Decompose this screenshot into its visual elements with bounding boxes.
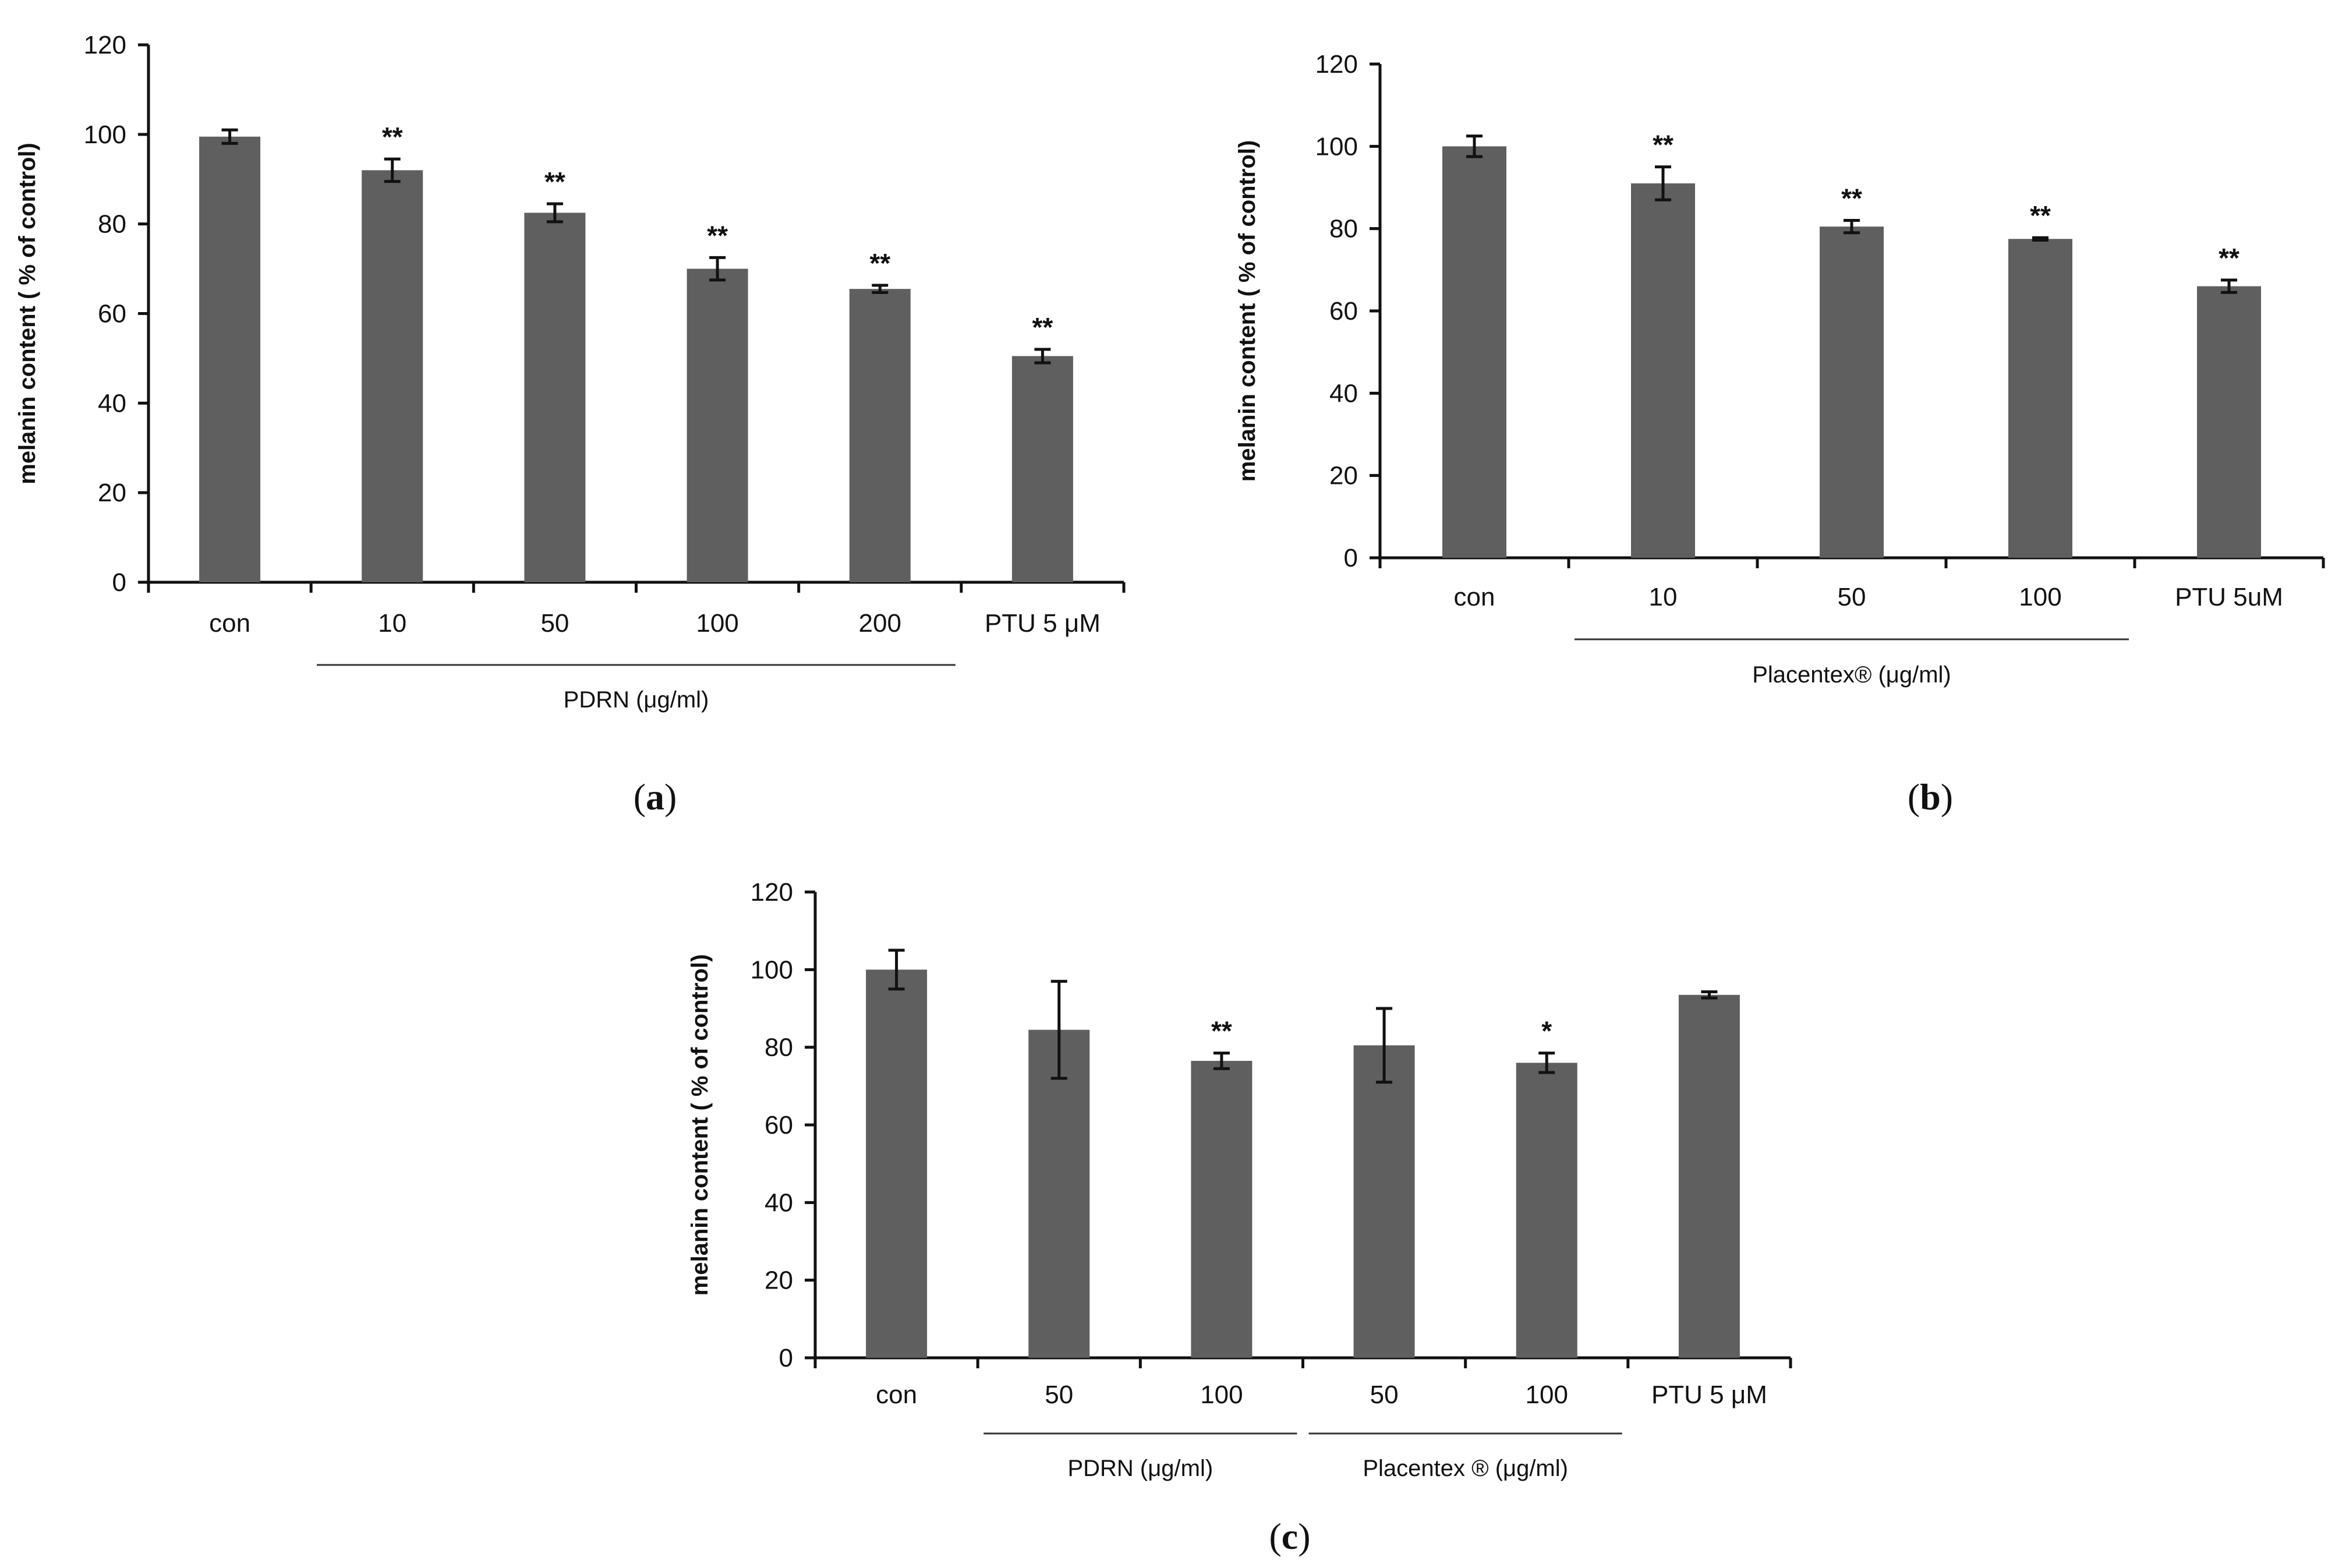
panel-letter: b <box>1920 776 1941 817</box>
x-category-label: 10 <box>1649 583 1678 611</box>
x-category-label: 200 <box>859 609 901 638</box>
y-tick-label: 60 <box>98 300 126 328</box>
significance-marker: ** <box>2030 200 2051 231</box>
y-tick-label: 0 <box>1344 544 1358 572</box>
significance-marker: ** <box>1211 1016 1232 1046</box>
panel-label: (c) <box>1269 1516 1310 1557</box>
bar <box>866 969 928 1358</box>
panel-label: (a) <box>634 776 677 817</box>
significance-marker: ** <box>382 122 403 152</box>
x-category-label: PTU 5 μM <box>985 609 1101 638</box>
bar <box>849 289 911 582</box>
x-category-label: con <box>1454 583 1495 611</box>
chart-panel-b: 0 20 40 60 80 100 120 melanin content ( % of co… <box>1234 50 2325 817</box>
significance-marker: ** <box>1032 312 1053 342</box>
group-label: PDRN (μg/ml) <box>564 687 709 713</box>
significance-marker: ** <box>707 220 728 250</box>
y-tick-label: 100 <box>751 955 793 984</box>
chart-panel-c: 0 20 40 60 80 100 120 melanin content ( % of co… <box>687 878 1792 1557</box>
bar <box>1353 1045 1415 1358</box>
bar <box>1028 1029 1090 1358</box>
group-label: PDRN (μg/ml) <box>1067 1456 1213 1481</box>
y-tick-label: 0 <box>779 1344 793 1372</box>
bar <box>362 170 423 582</box>
bar <box>199 136 261 582</box>
y-axis-label: melanin content ( % of control) <box>15 143 40 484</box>
y-tick-label: 120 <box>84 31 126 59</box>
bar <box>2197 286 2261 558</box>
bar <box>524 213 586 582</box>
x-category-label: 100 <box>1200 1381 1243 1409</box>
significance-marker: ** <box>2219 243 2239 273</box>
x-category-label: con <box>876 1381 917 1409</box>
y-tick-label: 100 <box>1315 132 1358 161</box>
bar <box>687 268 748 582</box>
bar <box>1820 226 1884 558</box>
bar <box>1516 1063 1577 1358</box>
significance-marker: ** <box>869 248 890 278</box>
y-tick-label: 80 <box>98 210 126 239</box>
y-tick-label: 0 <box>112 568 126 597</box>
x-category-label: con <box>209 609 250 638</box>
y-tick-label: 40 <box>1329 379 1358 408</box>
panel-label: (b) <box>1908 776 1953 817</box>
significance-marker: * <box>1541 1016 1552 1046</box>
y-tick-label: 20 <box>765 1266 793 1295</box>
x-category-label: 50 <box>1370 1381 1399 1409</box>
y-tick-label: 20 <box>1329 462 1358 490</box>
y-tick-label: 100 <box>84 121 126 149</box>
bar <box>1631 183 1695 558</box>
x-category-label: 100 <box>696 609 738 638</box>
significance-marker: ** <box>1841 183 1862 214</box>
panel-letter: c <box>1282 1516 1298 1557</box>
y-axis-label: melanin content ( % of control) <box>687 954 713 1296</box>
bar <box>1442 146 1506 558</box>
bar <box>1191 1061 1253 1358</box>
x-category-label: 50 <box>540 609 569 638</box>
x-category-label: 100 <box>1526 1381 1568 1409</box>
x-category-label: PTU 5uM <box>2175 583 2283 611</box>
significance-marker: ** <box>1653 130 1674 160</box>
panel-letter: a <box>646 776 664 817</box>
x-category-label: 50 <box>1838 583 1866 611</box>
bar <box>1011 356 1073 582</box>
x-category-label: 10 <box>378 609 406 638</box>
y-tick-label: 60 <box>1329 297 1358 325</box>
x-category-label: PTU 5 μM <box>1651 1381 1767 1409</box>
y-tick-label: 20 <box>98 479 126 507</box>
x-category-label: 100 <box>2019 583 2061 611</box>
bar <box>2008 239 2072 558</box>
y-tick-label: 80 <box>1329 215 1358 243</box>
group-label: Placentex ® (μg/ml) <box>1363 1456 1568 1481</box>
group-label: Placentex® (μg/ml) <box>1752 662 1951 688</box>
bar <box>1678 994 1740 1358</box>
y-tick-label: 120 <box>1315 50 1358 79</box>
y-tick-label: 120 <box>751 878 793 907</box>
y-axis-label: melanin content ( % of control) <box>1234 140 1260 482</box>
significance-marker: ** <box>544 167 565 197</box>
y-tick-label: 40 <box>98 389 126 417</box>
y-tick-label: 40 <box>765 1188 793 1217</box>
y-tick-label: 60 <box>765 1111 793 1139</box>
y-tick-label: 80 <box>765 1033 793 1062</box>
x-category-label: 50 <box>1045 1381 1073 1409</box>
chart-panel-a: 0 20 40 60 80 100 120 melanin content ( % of co… <box>15 31 1126 817</box>
